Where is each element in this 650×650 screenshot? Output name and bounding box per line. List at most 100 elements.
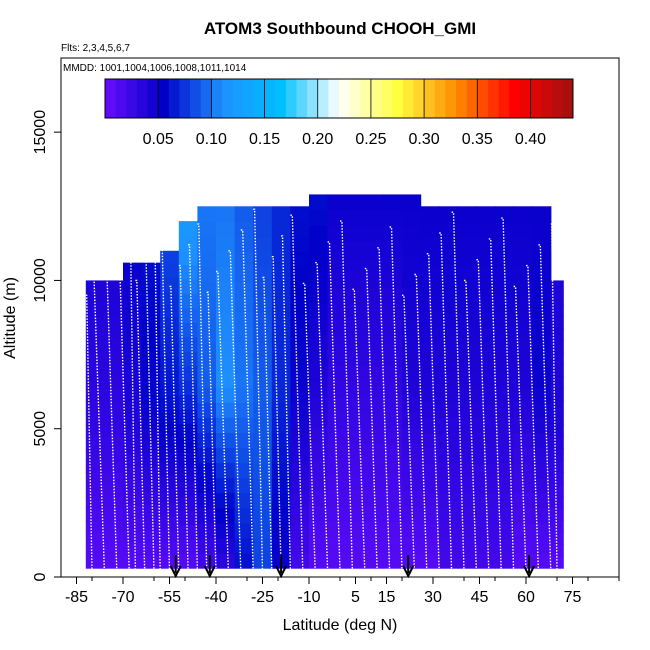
flight-profiles — [85, 208, 558, 572]
field-cell — [290, 281, 310, 298]
field-cell — [216, 236, 236, 253]
field-cell — [364, 552, 384, 569]
field-cell — [495, 537, 515, 554]
field-cell — [104, 532, 124, 545]
field-cell — [439, 477, 459, 494]
field-cell — [123, 479, 143, 493]
field-cell — [495, 326, 515, 343]
field-cell — [513, 341, 533, 358]
field-cell — [476, 553, 496, 569]
field-cell — [383, 365, 403, 382]
field-cell — [364, 209, 384, 227]
field-cell — [253, 236, 273, 253]
field-cell — [402, 381, 422, 398]
x-tick-label: 45 — [471, 589, 489, 606]
field-cell — [290, 372, 310, 388]
field-cell — [85, 400, 105, 413]
flight-profile-line — [364, 267, 378, 572]
field-cell — [495, 387, 515, 403]
field-cell — [327, 459, 347, 476]
field-cell — [532, 477, 552, 494]
flight-profile-line — [169, 285, 180, 572]
field-cell — [420, 236, 440, 253]
field-cell — [402, 209, 422, 227]
field-cell — [253, 477, 273, 494]
field-cell — [234, 372, 254, 388]
field-cell — [271, 221, 291, 238]
field-cell — [216, 537, 236, 554]
field-cell — [402, 256, 422, 273]
field-cell — [197, 296, 217, 313]
field-cell — [104, 520, 124, 533]
field-cell — [327, 365, 347, 382]
field-cell — [141, 428, 161, 442]
field-cell — [420, 266, 440, 283]
field-cell — [346, 412, 366, 429]
field-cell — [253, 462, 273, 479]
field-cell — [309, 241, 329, 258]
field-cell — [309, 427, 329, 445]
field-cell — [160, 435, 180, 450]
field-cell — [234, 387, 254, 403]
field-cell — [476, 326, 496, 343]
field-cell — [346, 521, 366, 538]
field-cell — [85, 436, 105, 449]
field-cell — [309, 194, 329, 211]
field-cell — [234, 462, 254, 479]
latitude-arrows — [169, 555, 535, 579]
field-cell — [402, 505, 422, 522]
flight-profile-line — [513, 285, 527, 572]
field-cell — [178, 322, 198, 338]
x-tick-label: 60 — [517, 589, 535, 606]
field-cell — [532, 537, 552, 554]
field-cell — [364, 303, 384, 320]
field-cell — [271, 341, 291, 358]
field-cell — [457, 341, 477, 358]
field-cell — [234, 522, 254, 539]
field-cell — [178, 510, 198, 526]
field-cell — [160, 422, 180, 437]
colorbar-tick-label: 0.25 — [355, 131, 386, 148]
colorbar-swatch — [402, 79, 414, 118]
field-cell — [439, 492, 459, 509]
field-cell — [216, 553, 236, 569]
field-cell — [420, 387, 440, 403]
field-cell — [457, 432, 477, 449]
field-cell — [216, 462, 236, 479]
field-cell — [495, 462, 515, 479]
field-cell — [216, 206, 236, 222]
field-cell — [495, 432, 515, 449]
field-cell — [420, 417, 440, 434]
field-cell — [160, 396, 180, 411]
field-cell — [476, 266, 496, 283]
field-cell — [457, 387, 477, 403]
field-cell — [439, 266, 459, 283]
field-cell — [364, 396, 384, 414]
field-cell — [197, 326, 217, 343]
field-cell — [383, 396, 403, 414]
field-cell — [346, 209, 366, 227]
colorbar-swatch — [105, 79, 117, 118]
field-cell — [178, 539, 198, 555]
field-cell — [420, 477, 440, 494]
field-cell — [234, 357, 254, 373]
flight-profile-line — [302, 282, 316, 572]
field-cell — [364, 505, 384, 522]
field-cell — [141, 339, 161, 353]
field-cell — [420, 522, 440, 539]
field-cell — [141, 504, 161, 518]
field-cell — [104, 448, 124, 461]
field-cell — [402, 303, 422, 320]
flight-profile-line — [327, 241, 341, 572]
field-cell — [123, 339, 143, 353]
field-cell — [327, 225, 347, 242]
field-cell — [550, 484, 564, 497]
field-cell — [178, 365, 198, 381]
colorbar-swatch — [477, 79, 489, 118]
arrow-head — [203, 565, 216, 579]
colorbar-swatch — [370, 79, 383, 118]
field-cell — [309, 381, 329, 398]
field-cell — [123, 389, 143, 404]
field-cell — [123, 326, 143, 340]
field-cell — [439, 372, 459, 388]
